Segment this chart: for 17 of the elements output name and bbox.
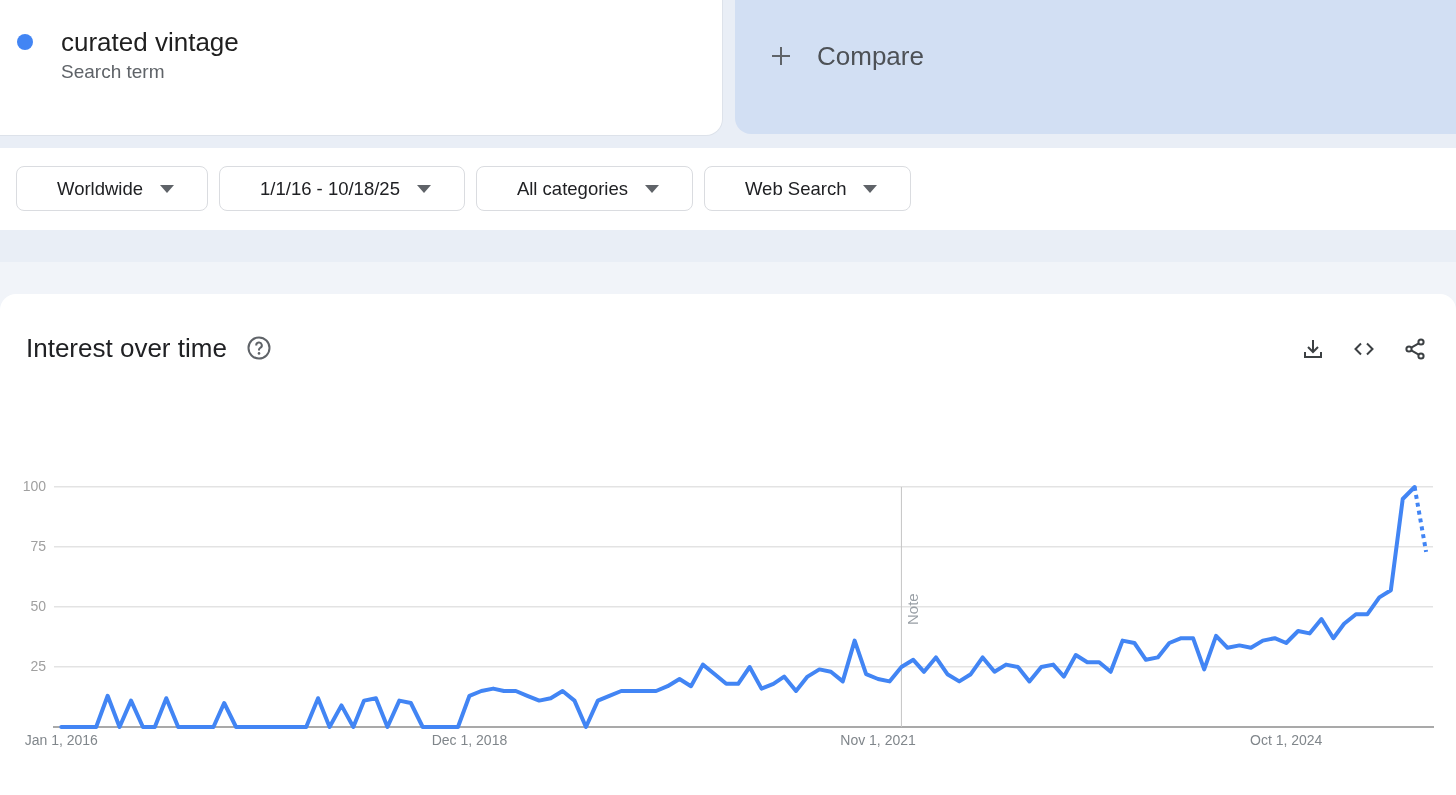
text: Compare: [817, 41, 924, 71]
dropdown-button: 1/1/16 - 10/18/25: [219, 166, 465, 211]
y-tick-label: 25: [30, 657, 47, 674]
ref-line-label: Note: [904, 593, 922, 625]
y-tick-label: 100: [22, 477, 47, 494]
dropdown-button: Web Search: [704, 166, 912, 211]
y-tick-label: 50: [30, 597, 47, 614]
x-tick-label: Jan 1, 2016: [24, 732, 99, 749]
dropdown-button: All categories: [475, 166, 693, 211]
dropdown-button: Worldwide: [16, 166, 209, 211]
x-tick-label: Nov 1, 2021: [840, 732, 916, 749]
y-tick-label: 75: [30, 537, 47, 554]
legend-label: curated vintage: [61, 27, 239, 57]
x-tick-label: Oct 1, 2024: [1250, 732, 1323, 749]
text: Search term: [61, 61, 165, 82]
chart-title: Interest over time: [26, 333, 227, 363]
x-tick-label: Dec 1, 2018: [431, 732, 508, 749]
